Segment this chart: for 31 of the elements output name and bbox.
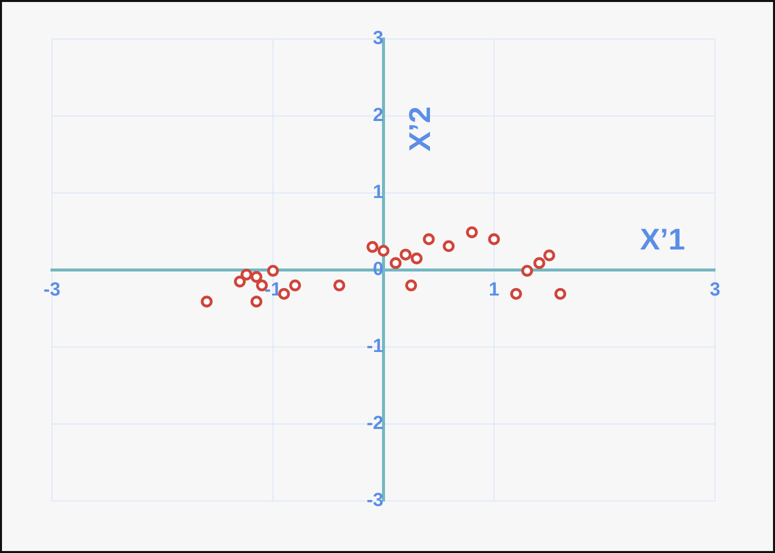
point	[278, 288, 290, 300]
point	[488, 233, 500, 246]
y-axis-title: X’2	[404, 106, 437, 152]
point	[466, 226, 478, 238]
point	[240, 268, 252, 281]
point	[234, 276, 246, 288]
point	[521, 264, 534, 277]
x-tick-label: 3	[710, 280, 720, 301]
point	[442, 240, 455, 252]
point	[554, 288, 566, 300]
x-axis-title: X’1	[640, 223, 685, 256]
point	[333, 280, 346, 292]
x-tick-label: 1	[488, 280, 500, 301]
point	[200, 296, 213, 308]
y-tick-label: -3	[366, 490, 384, 512]
point	[533, 257, 546, 269]
point	[366, 241, 378, 253]
point	[405, 280, 418, 292]
point	[510, 288, 522, 300]
point	[289, 280, 301, 292]
y-tick-label: 3	[372, 28, 384, 50]
point	[543, 249, 556, 262]
point	[400, 248, 412, 260]
point	[250, 271, 262, 283]
point	[378, 244, 390, 257]
point	[390, 257, 402, 269]
point	[410, 252, 423, 264]
point	[267, 264, 279, 277]
x-tick-label: -3	[44, 280, 60, 301]
point	[422, 233, 435, 246]
point	[250, 296, 262, 308]
